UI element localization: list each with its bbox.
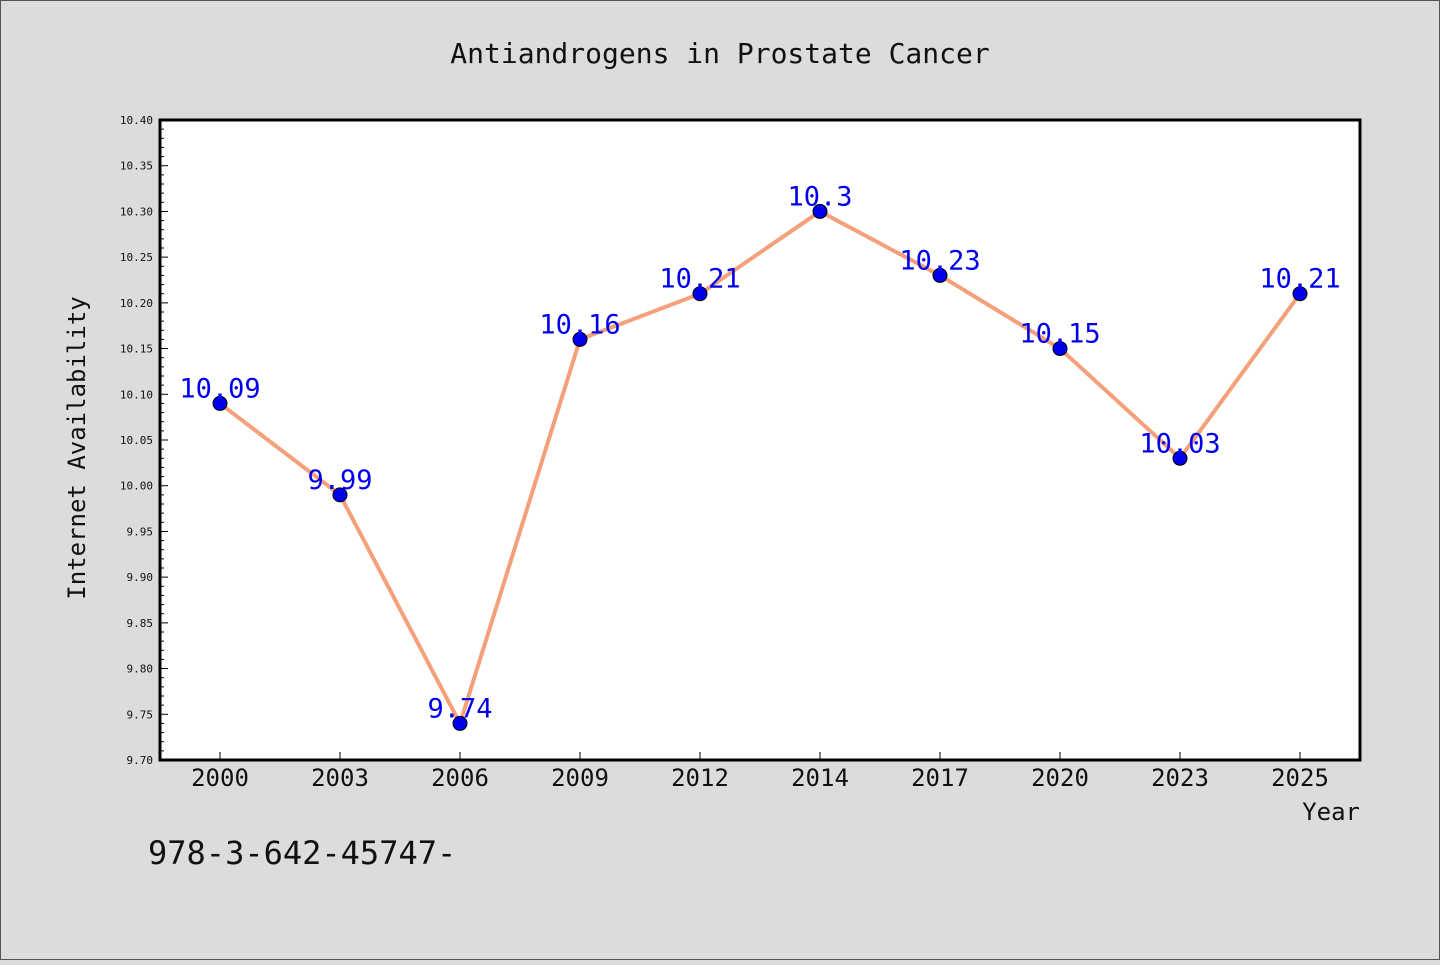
data-point bbox=[812, 203, 828, 219]
y-axis-ticks: 9.70 9.75 9.80 9.85 9.90 9.95 10.00 10.05 10.10 1… bbox=[120, 114, 168, 767]
y-tick-label: 10.00 bbox=[120, 480, 153, 493]
x-tick-label: 2012 bbox=[671, 764, 729, 792]
x-tick-label: 2020 bbox=[1031, 764, 1089, 792]
x-tick-label: 2009 bbox=[551, 764, 609, 792]
data-label: 10.21 bbox=[659, 264, 740, 295]
y-tick-label: 9.70 bbox=[127, 754, 154, 767]
x-axis-label: Year bbox=[1302, 798, 1360, 826]
data-label: 9.99 bbox=[307, 465, 372, 496]
data-label: 10.21 bbox=[1259, 264, 1340, 295]
data-point bbox=[452, 715, 468, 731]
data-label: 10.09 bbox=[179, 373, 260, 404]
data-point bbox=[1052, 341, 1068, 357]
data-label: 10.3 bbox=[787, 181, 852, 212]
data-point bbox=[692, 286, 708, 302]
y-tick-label: 9.85 bbox=[127, 617, 154, 630]
y-tick-label: 10.40 bbox=[120, 114, 153, 127]
data-label: 10.15 bbox=[1019, 319, 1100, 350]
data-label: 9.74 bbox=[427, 693, 492, 724]
x-axis-ticks: 2000 2003 2006 2009 2012 2014 2017 2020 2023 2025 bbox=[191, 752, 1329, 792]
data-label-group: 10.09 9.99 9.74 10.16 10.21 10.3 10.23 10.15 10.… bbox=[179, 181, 1340, 724]
y-tick-label: 10.05 bbox=[120, 434, 153, 447]
y-tick-label: 10.10 bbox=[120, 388, 153, 401]
y-tick-label: 9.80 bbox=[127, 663, 154, 676]
x-tick-label: 2014 bbox=[791, 764, 849, 792]
data-point bbox=[1292, 286, 1308, 302]
data-label: 10.23 bbox=[899, 245, 980, 276]
y-tick-label: 10.30 bbox=[120, 205, 153, 218]
data-point bbox=[572, 331, 588, 347]
y-tick-label: 10.20 bbox=[120, 297, 153, 310]
chart-title: Antiandrogens in Prostate Cancer bbox=[450, 37, 989, 70]
y-tick-label: 9.75 bbox=[127, 708, 154, 721]
data-point bbox=[332, 487, 348, 503]
data-label: 10.16 bbox=[539, 309, 620, 340]
data-point bbox=[1172, 450, 1188, 466]
y-tick-label: 10.15 bbox=[120, 343, 153, 356]
footer-code: 978-3-642-45747- bbox=[148, 834, 456, 872]
y-tick-label: 9.90 bbox=[127, 571, 154, 584]
marker-group bbox=[212, 203, 1308, 731]
series-line bbox=[218, 209, 1302, 726]
x-tick-label: 2023 bbox=[1151, 764, 1209, 792]
y-axis-label: Internet Availability bbox=[63, 296, 91, 599]
data-point bbox=[932, 267, 948, 283]
x-tick-label: 2025 bbox=[1271, 764, 1329, 792]
data-label: 10.03 bbox=[1139, 428, 1220, 459]
data-point bbox=[212, 395, 228, 411]
x-tick-label: 2017 bbox=[911, 764, 969, 792]
x-tick-label: 2006 bbox=[431, 764, 489, 792]
y-tick-label: 9.95 bbox=[127, 525, 154, 538]
series-line-group bbox=[218, 209, 1302, 726]
x-tick-label: 2003 bbox=[311, 764, 369, 792]
y-tick-label: 10.25 bbox=[120, 251, 153, 264]
y-tick-label: 10.35 bbox=[120, 160, 153, 173]
x-tick-label: 2000 bbox=[191, 764, 249, 792]
